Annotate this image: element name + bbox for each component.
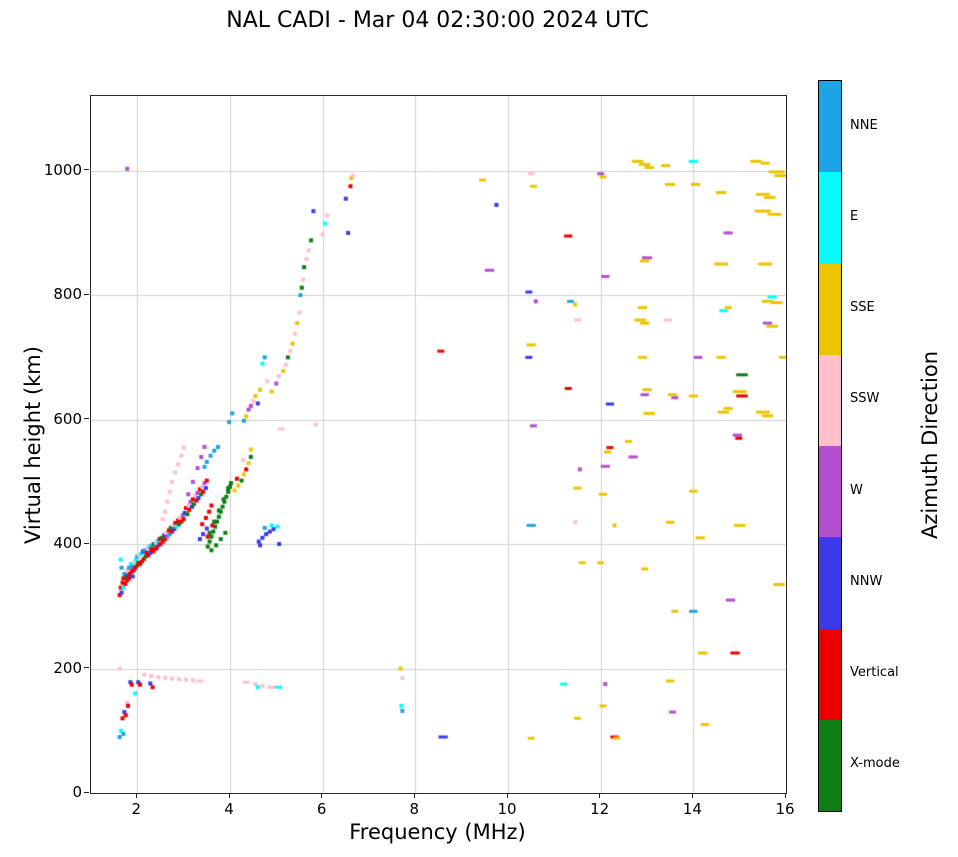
- colorbar-label-vertical: Vertical: [850, 665, 899, 681]
- y-tick-label: 400: [53, 534, 82, 553]
- y-tick-label: 800: [53, 285, 82, 304]
- x-tick-label: 16: [775, 800, 795, 818]
- y-tick-label: 600: [53, 409, 82, 428]
- colorbar-label-nnw: NNW: [850, 573, 883, 589]
- x-tick-label: 14: [682, 800, 702, 818]
- colorbar-label-e: E: [850, 208, 859, 224]
- y-axis-label: Virtual height (km): [21, 346, 45, 544]
- x-tick: [413, 793, 415, 798]
- y-tick-label: 1000: [43, 160, 82, 179]
- y-tick: [84, 791, 89, 793]
- colorbar-segment-nnw: [819, 537, 841, 629]
- y-tick-label: 200: [53, 658, 82, 677]
- x-tick-label: 10: [497, 800, 517, 818]
- x-tick: [691, 793, 693, 798]
- y-tick: [84, 418, 89, 420]
- scatter-canvas: [91, 96, 786, 793]
- x-tick: [506, 793, 508, 798]
- x-axis-label: Frequency (MHz): [349, 820, 526, 844]
- x-tick-label: 8: [409, 800, 420, 818]
- colorbar-label-w: W: [850, 482, 863, 498]
- colorbar-segment-sse: [819, 263, 841, 355]
- colorbar-label-x-mode: X-mode: [850, 756, 900, 772]
- colorbar-title: Azimuth Direction: [918, 350, 942, 540]
- colorbar-label-sse: SSE: [850, 300, 875, 316]
- x-tick: [321, 793, 323, 798]
- x-tick: [228, 793, 230, 798]
- colorbar-segment-w: [819, 446, 841, 538]
- x-tick: [135, 793, 137, 798]
- colorbar: [818, 80, 842, 812]
- colorbar-segment-ssw: [819, 354, 841, 446]
- y-tick: [84, 667, 89, 669]
- y-tick: [84, 169, 89, 171]
- y-tick: [84, 542, 89, 544]
- colorbar-segment-e: [819, 172, 841, 264]
- x-tick-label: 12: [590, 800, 610, 818]
- colorbar-segment-x-mode: [819, 719, 841, 811]
- x-tick-label: 2: [131, 800, 142, 818]
- x-tick: [784, 793, 786, 798]
- colorbar-segment-nne: [819, 81, 841, 173]
- x-tick-label: 4: [224, 800, 234, 818]
- colorbar-label-ssw: SSW: [850, 391, 880, 407]
- x-tick: [599, 793, 601, 798]
- y-tick-label: 0: [72, 783, 82, 801]
- chart-title: NAL CADI - Mar 04 02:30:00 2024 UTC: [226, 8, 649, 33]
- x-tick-label: 6: [316, 800, 327, 818]
- y-tick: [84, 293, 89, 295]
- colorbar-segment-vertical: [819, 628, 841, 720]
- colorbar-label-nne: NNE: [850, 117, 878, 133]
- plot-area: [90, 95, 787, 794]
